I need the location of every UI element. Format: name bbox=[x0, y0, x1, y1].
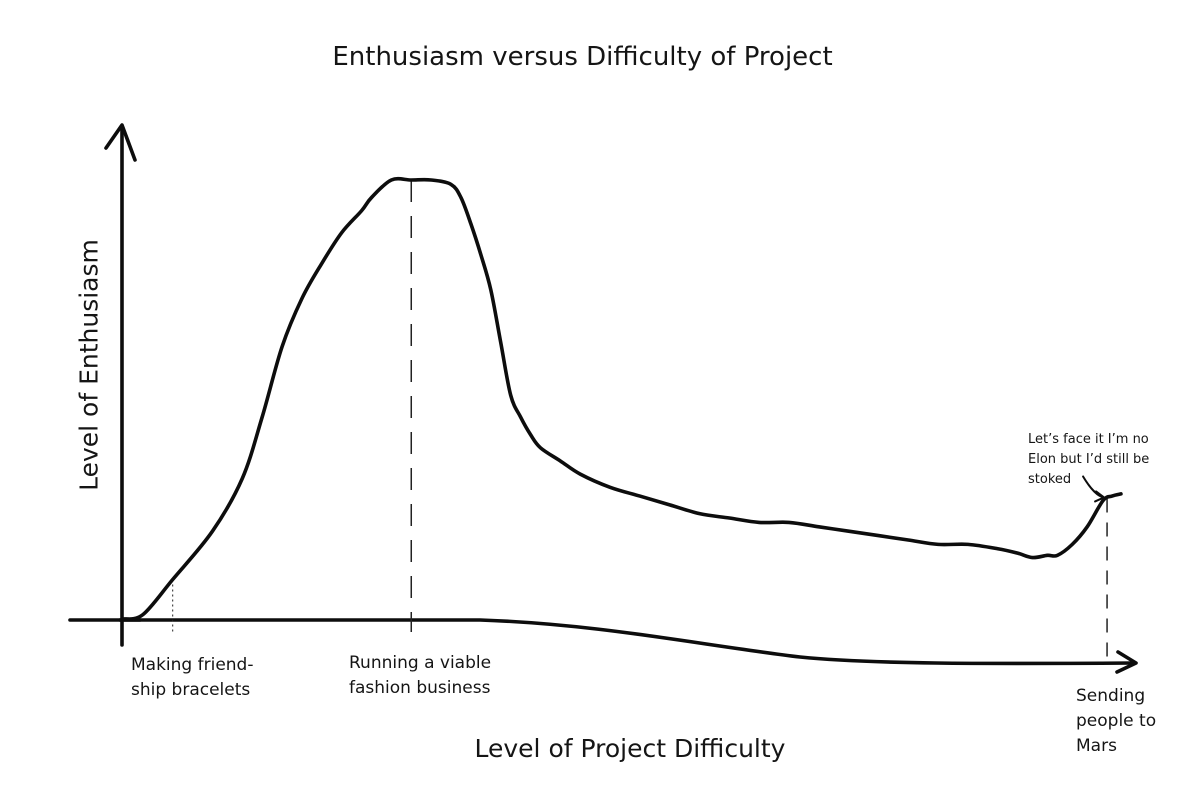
x-tick-label: Making friend- ship bracelets bbox=[131, 655, 254, 700]
y-axis-label: Level of Enthusiasm bbox=[74, 239, 104, 491]
enthusiasm-curve bbox=[121, 176, 1123, 621]
annotation-arrow bbox=[1082, 475, 1106, 503]
y-axis-arrowhead bbox=[104, 123, 137, 162]
x-axis-label: Level of Project Difficulty bbox=[474, 734, 786, 763]
x-axis-arrowhead bbox=[1115, 650, 1138, 674]
x-tick-label: Sending people to Mars bbox=[1076, 686, 1157, 756]
chart-title: Enthusiasm versus Difficulty of Project bbox=[332, 42, 833, 72]
x-tick-label: Running a viable fashion business bbox=[349, 653, 492, 698]
annotation-text: Let’s face it I’m no Elon but I’d still … bbox=[1028, 432, 1150, 487]
x-axis-line bbox=[118, 618, 1136, 666]
